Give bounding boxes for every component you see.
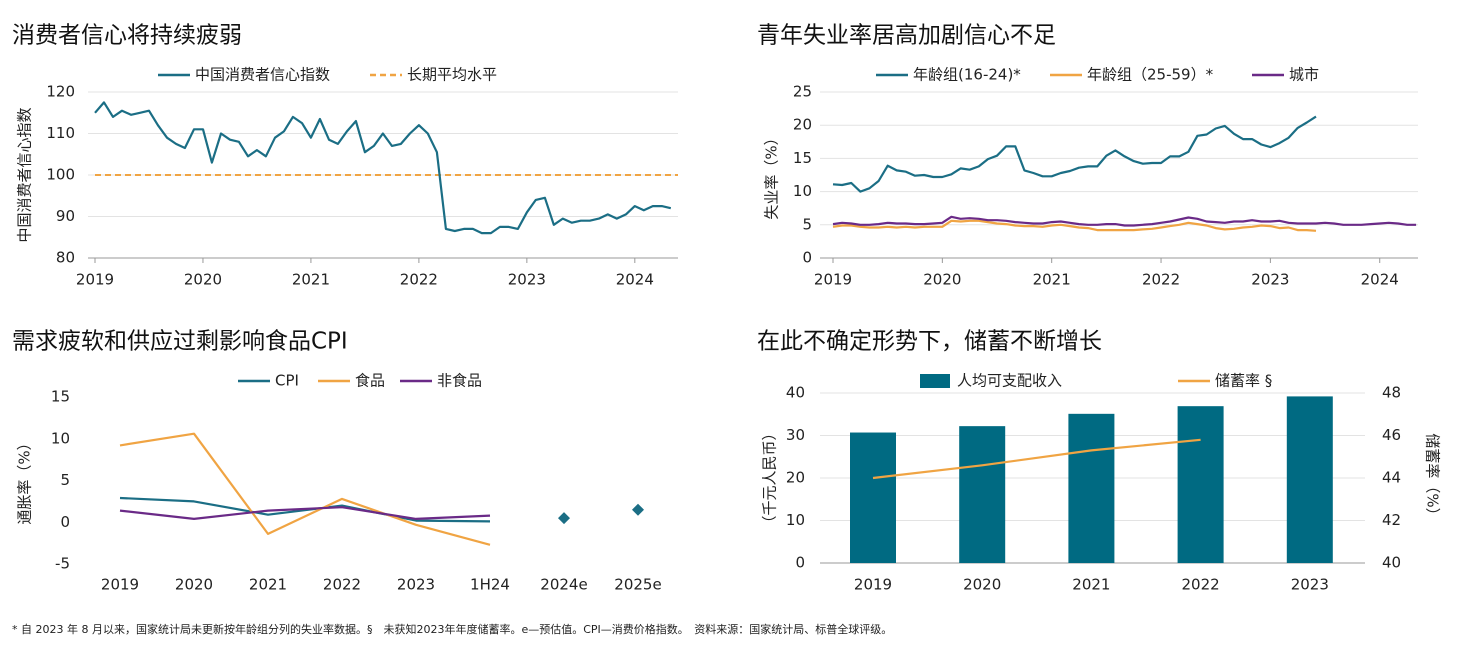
x-tick-label: 2019	[854, 576, 892, 594]
legend-label: 年龄组（25-59）*	[1087, 66, 1214, 84]
y2-axis-label: 储蓄率（%）	[1424, 433, 1442, 522]
y-tick-label: 20	[793, 116, 812, 134]
x-tick-label: 2021	[249, 576, 287, 594]
line-series	[832, 219, 1317, 232]
y2-tick-label: 48	[1382, 384, 1401, 402]
line-series	[94, 101, 672, 235]
footnote: * 自 2023 年 8 月以来，国家统计局未更新按年龄组分列的失业率数据。§ …	[12, 622, 892, 636]
x-tick-label: 2023	[397, 576, 435, 594]
y-tick-label: 10	[793, 182, 812, 200]
chart-title: 需求疲软和供应过剩影响食品CPI	[12, 329, 348, 355]
y-tick-label: 0	[60, 513, 70, 531]
x-tick-label: 2020	[923, 271, 961, 289]
chart-title: 消费者信心将持续疲弱	[12, 23, 242, 49]
x-tick-label: 2022	[400, 271, 438, 289]
y-tick-label: -5	[55, 555, 70, 573]
x-tick-label: 2022	[1142, 271, 1180, 289]
y-tick-label: 80	[56, 249, 75, 267]
legend-label: 中国消费者信心指数	[195, 66, 330, 84]
y-tick-label: 30	[786, 426, 805, 444]
y-tick-label: 110	[46, 124, 75, 142]
marker	[632, 503, 644, 516]
y-tick-label: 25	[793, 83, 812, 101]
x-tick-label: 2019	[101, 576, 139, 594]
y-tick-label: 15	[793, 149, 812, 167]
line-series	[832, 215, 1417, 227]
x-tick-label: 2021	[292, 271, 330, 289]
x-tick-label: 2024	[1361, 271, 1399, 289]
legend-label: 食品	[355, 372, 385, 390]
y2-tick-label: 42	[1382, 511, 1401, 529]
x-tick-label: 2025e	[614, 576, 661, 594]
x-tick-label: 2021	[1072, 576, 1110, 594]
x-tick-label: 2019	[814, 271, 852, 289]
y-axis-label: 失业率（%）	[763, 130, 781, 219]
y-axis-label: 通胀率（%）	[16, 435, 34, 524]
bar	[1286, 396, 1333, 563]
legend-label: 非食品	[437, 372, 482, 390]
y-tick-label: 10	[51, 429, 70, 447]
x-tick-label: 2021	[1033, 271, 1071, 289]
y-axis-label: （千元人民币）	[761, 425, 779, 530]
y-tick-label: 5	[60, 471, 70, 489]
line-series	[119, 496, 491, 523]
y-tick-label: 15	[51, 388, 70, 406]
chart-title: 青年失业率居高加剧信心不足	[757, 23, 1056, 49]
y-tick-label: 100	[46, 166, 75, 184]
y-tick-label: 5	[802, 215, 812, 233]
y2-tick-label: 40	[1382, 554, 1401, 572]
line-series	[119, 432, 491, 546]
bar	[850, 432, 896, 563]
line-series	[119, 506, 491, 520]
legend-label: 长期平均水平	[407, 66, 497, 84]
x-tick-label: 1H24	[470, 576, 510, 594]
x-tick-label: 2020	[175, 576, 213, 594]
y-tick-label: 90	[56, 207, 75, 225]
x-tick-label: 2020	[963, 576, 1001, 594]
chart-title: 在此不确定形势下，储蓄不断增长	[757, 329, 1102, 355]
marker	[558, 512, 570, 525]
x-tick-label: 2024	[616, 271, 654, 289]
y-tick-label: 120	[46, 83, 75, 101]
y-tick-label: 0	[795, 554, 805, 572]
y-axis-label: 中国消费者信心指数	[16, 107, 34, 242]
y-tick-label: 10	[786, 511, 805, 529]
line-series	[832, 115, 1317, 193]
x-tick-label: 2022	[1182, 576, 1220, 594]
legend-swatch	[920, 374, 950, 388]
bar	[959, 426, 1006, 563]
x-tick-label: 2019	[76, 271, 114, 289]
bar	[1177, 406, 1224, 563]
legend-label: CPI	[275, 372, 299, 390]
x-tick-label: 2024e	[540, 576, 587, 594]
y-tick-label: 20	[786, 469, 805, 487]
y-tick-label: 0	[802, 249, 812, 267]
bar	[1068, 413, 1115, 563]
x-tick-label: 2020	[184, 271, 222, 289]
legend-label: 储蓄率 §	[1215, 372, 1272, 390]
y2-tick-label: 46	[1382, 426, 1401, 444]
line-series	[872, 438, 1201, 480]
legend-label: 年龄组(16-24)*	[913, 66, 1021, 84]
x-tick-label: 2023	[1251, 271, 1289, 289]
x-tick-label: 2023	[508, 271, 546, 289]
y2-tick-label: 44	[1382, 469, 1401, 487]
x-tick-label: 2023	[1291, 576, 1329, 594]
x-tick-label: 2022	[323, 576, 361, 594]
y-tick-label: 40	[786, 384, 805, 402]
legend-label: 城市	[1289, 66, 1319, 84]
legend-label: 人均可支配收入	[957, 372, 1062, 390]
